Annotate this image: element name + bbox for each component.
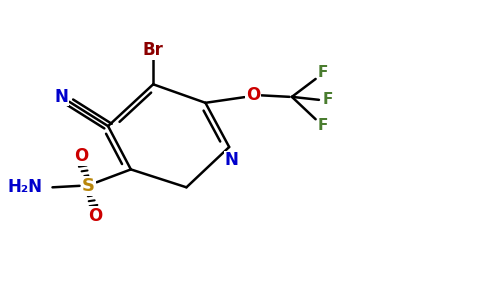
Text: F: F [322,92,333,107]
Text: N: N [225,152,239,169]
Text: H₂N: H₂N [8,178,43,196]
Text: S: S [82,177,94,195]
Text: O: O [74,147,88,165]
Text: F: F [318,118,328,133]
Text: O: O [88,207,102,225]
Text: O: O [246,86,260,104]
Text: Br: Br [143,41,164,59]
Text: F: F [318,65,328,80]
Text: N: N [54,88,68,106]
